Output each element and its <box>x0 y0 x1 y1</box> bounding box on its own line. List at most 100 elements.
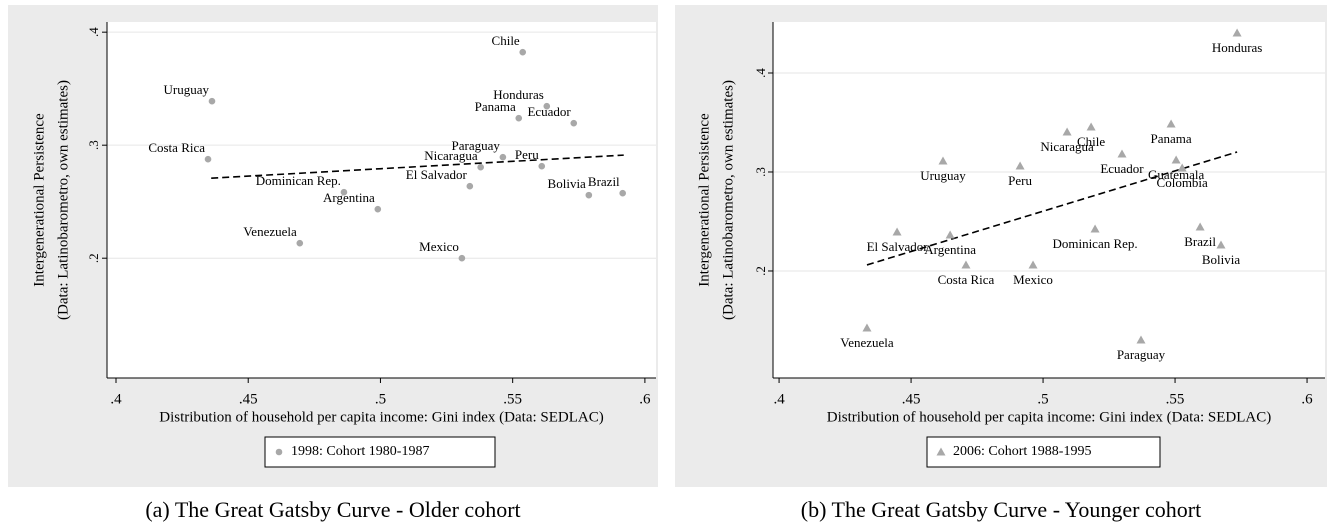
legend-label: 1998: Cohort 1980-1987 <box>291 444 429 459</box>
point <box>1216 240 1226 249</box>
point-label: Bolivia <box>548 176 587 191</box>
point-label: Mexico <box>419 239 459 254</box>
legend-box <box>264 436 496 468</box>
point <box>374 205 382 213</box>
point <box>938 156 948 165</box>
x-tick-label: .55 <box>503 391 522 407</box>
plot-area <box>773 22 1325 378</box>
point-label: Guatemala <box>1148 167 1205 182</box>
point-label: Paraguay <box>452 138 501 153</box>
point <box>1117 149 1127 158</box>
point-label: Argentina <box>323 190 375 205</box>
point <box>1090 224 1100 233</box>
point-label: Uruguay <box>163 82 209 97</box>
point <box>1166 119 1176 128</box>
y-tick-label: .3 <box>86 140 101 150</box>
point <box>1171 155 1181 164</box>
x-tick-label: .4 <box>773 391 785 407</box>
point <box>477 163 484 171</box>
point <box>204 155 212 163</box>
point-label: Honduras <box>493 87 544 102</box>
point <box>1232 28 1242 37</box>
x-tick-label: .6 <box>1301 391 1313 407</box>
point-label: Bolivia <box>1202 252 1241 267</box>
point <box>1195 222 1205 231</box>
point-label: El Salvador <box>406 167 468 182</box>
legend-marker <box>936 447 946 456</box>
x-tick-label: .45 <box>902 391 921 407</box>
point <box>519 48 527 56</box>
point <box>515 114 523 122</box>
point <box>570 119 578 127</box>
point <box>1177 163 1187 172</box>
point <box>543 102 551 110</box>
point-label: Honduras <box>1212 40 1263 55</box>
legend-box <box>926 436 1161 468</box>
point <box>619 189 626 197</box>
point-label: Mexico <box>1013 272 1053 287</box>
point-label: Chile <box>492 33 520 48</box>
point <box>208 97 216 105</box>
point <box>296 239 304 247</box>
point <box>1028 260 1038 269</box>
y-axis-label: (Data: Latinobarometro, own estimates) <box>720 80 736 320</box>
point-label: Venezuela <box>243 224 297 239</box>
x-tick-label: .5 <box>375 391 386 407</box>
point-label: Chile <box>1077 134 1105 149</box>
point <box>466 182 474 190</box>
y-axis-label: Intergenerational Persistence <box>696 113 712 287</box>
caption: (b) The Great Gatsby Curve - Younger coh… <box>801 497 1201 522</box>
point-label: Dominican Rep. <box>256 173 341 188</box>
point <box>499 153 507 161</box>
plot-area <box>107 22 656 378</box>
point-label: Dominican Rep. <box>1052 236 1137 251</box>
point <box>1062 127 1072 136</box>
point-label: Panama <box>475 99 516 114</box>
point-label: Costa Rica <box>148 140 205 155</box>
point-label: Nicaragua <box>424 148 478 163</box>
point <box>585 191 593 199</box>
point-label: El Salvador <box>867 239 929 254</box>
point <box>538 162 546 170</box>
point-label: Paraguay <box>1117 347 1166 362</box>
point-label: Ecuador <box>527 104 571 119</box>
point-label: Nicaragua <box>1040 139 1094 154</box>
x-tick-label: .5 <box>1037 391 1048 407</box>
point-label: Venezuela <box>840 335 894 350</box>
x-tick-label: .45 <box>239 391 258 407</box>
y-tick-label: .2 <box>753 266 768 276</box>
caption: (a) The Great Gatsby Curve - Older cohor… <box>145 497 520 522</box>
point <box>892 227 902 236</box>
point-label: Colombia <box>1157 175 1209 190</box>
fit-line <box>211 154 624 179</box>
y-axis-label: (Data: Latinobarometro, own estimates) <box>55 80 71 320</box>
point-label: Peru <box>1008 173 1032 188</box>
x-axis-label: Distribution of household per capita inc… <box>159 409 604 425</box>
point <box>945 230 955 239</box>
point <box>340 188 348 196</box>
point <box>1136 335 1146 344</box>
y-axis-label: Intergenerational Persistence <box>31 113 47 287</box>
point-label: Panama <box>1151 131 1192 146</box>
x-tick-label: .6 <box>639 391 651 407</box>
point <box>862 323 872 332</box>
y-tick-label: .4 <box>86 27 101 37</box>
point-label: Uruguay <box>920 168 966 183</box>
point <box>1086 122 1096 131</box>
point-label: Argentina <box>924 242 976 257</box>
point-label: Ecuador <box>1100 161 1144 176</box>
point <box>961 260 971 269</box>
x-axis-label: Distribution of household per capita inc… <box>827 409 1272 425</box>
fit-line <box>866 151 1238 266</box>
x-tick-label: .4 <box>110 391 122 407</box>
point <box>458 254 466 262</box>
legend-marker <box>275 448 283 456</box>
point-label: Costa Rica <box>938 272 995 287</box>
x-tick-label: .55 <box>1166 391 1185 407</box>
legend-label: 2006: Cohort 1988-1995 <box>953 444 1091 459</box>
point <box>1015 161 1025 170</box>
y-tick-label: .4 <box>753 68 768 78</box>
point-label: Brazil <box>1184 234 1216 249</box>
